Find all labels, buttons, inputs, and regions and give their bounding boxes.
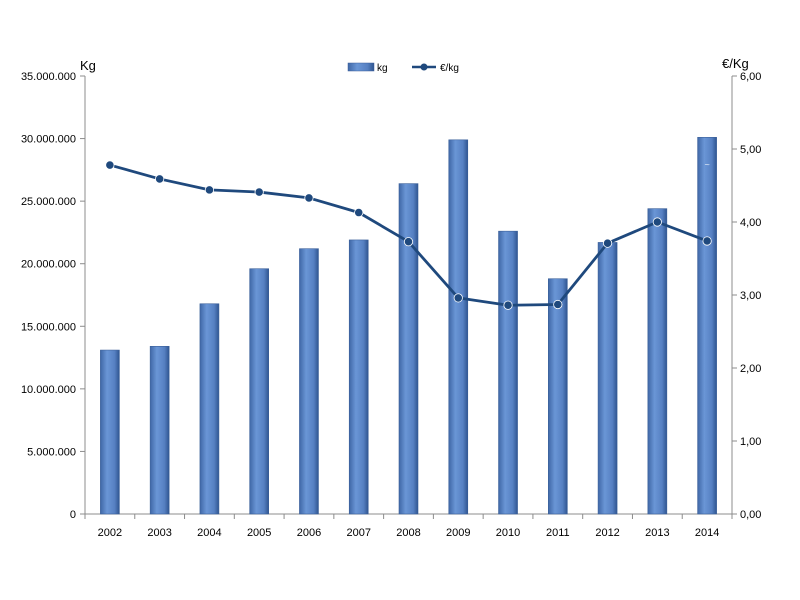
line-point <box>503 300 513 310</box>
line-point <box>155 174 165 184</box>
left-tick-label: 10.000.000 <box>21 384 76 396</box>
bar-kg <box>498 230 518 515</box>
line-point <box>403 237 414 247</box>
left-tick-label: 30.000.000 <box>21 134 76 146</box>
bar-kg <box>647 208 668 515</box>
x-tick-label: 2005 <box>247 527 271 539</box>
right-tick-label: 5,00 <box>740 144 761 156</box>
x-tick-label: 2004 <box>197 527 221 539</box>
x-tick-label: 2006 <box>297 527 321 539</box>
line-point <box>204 185 215 195</box>
left-tick-label: 5.000.000 <box>27 446 76 458</box>
x-tick-label: 2011 <box>546 527 570 539</box>
bar-kg <box>100 349 120 515</box>
legend-swatch-kg <box>347 62 375 72</box>
left-tick-label: 25.000.000 <box>21 196 76 208</box>
bar-annotation: ~ <box>704 159 709 169</box>
left-tick-label: 20.000.000 <box>21 259 76 271</box>
line-point <box>453 293 463 303</box>
right-tick-label: 4,00 <box>740 217 761 229</box>
right-tick-label: 3,00 <box>740 290 761 302</box>
line-point <box>105 160 115 170</box>
x-tick-label: 2003 <box>147 527 171 539</box>
bar-kg <box>348 239 369 515</box>
bar-kg <box>199 303 220 515</box>
bar-kg <box>299 248 319 515</box>
left-axis-title: Kg <box>80 58 96 73</box>
x-tick-label: 2009 <box>446 527 470 539</box>
right-axis-title: €/Kg <box>722 56 749 71</box>
line-point <box>553 299 563 310</box>
bar-kg <box>548 278 568 515</box>
legend-label-eur: €/kg <box>440 63 459 74</box>
line-point <box>304 193 314 203</box>
left-tick-label: 0 <box>70 509 76 521</box>
x-tick-label: 2002 <box>98 527 122 539</box>
right-tick-label: 0,00 <box>740 509 761 521</box>
bar-kg <box>398 183 419 515</box>
right-tick-label: 2,00 <box>740 363 761 375</box>
x-tick-label: 2010 <box>496 527 520 539</box>
right-tick-label: 6,00 <box>740 71 761 83</box>
x-tick-label: 2012 <box>595 527 619 539</box>
right-tick-label: 1,00 <box>740 436 761 448</box>
bar-kg <box>149 346 170 515</box>
legend-swatch-marker <box>420 63 428 71</box>
x-tick-label: 2014 <box>695 527 719 539</box>
x-tick-label: 2007 <box>346 527 370 539</box>
line-point <box>702 236 712 246</box>
bar-kg <box>597 242 618 515</box>
line-point <box>602 238 613 248</box>
x-tick-label: 2013 <box>645 527 669 539</box>
legend-label-kg: kg <box>377 63 388 74</box>
x-tick-label: 2008 <box>396 527 420 539</box>
line-point <box>652 217 662 227</box>
bar-kg <box>448 139 469 515</box>
left-tick-label: 35.000.000 <box>21 71 76 83</box>
line-point <box>354 207 364 218</box>
bar-kg <box>697 137 717 515</box>
line-point <box>254 187 264 197</box>
left-tick-label: 15.000.000 <box>21 321 76 333</box>
bar-kg <box>249 268 269 515</box>
